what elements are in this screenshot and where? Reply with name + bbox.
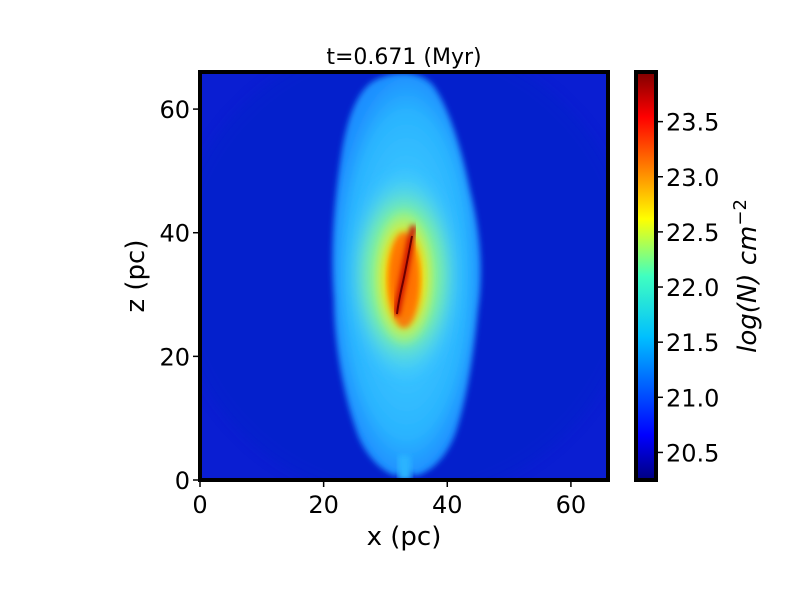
colorbar-tick-label: 20.5: [666, 439, 719, 467]
x-tick-label: 20: [308, 491, 339, 519]
chart-title: t=0.671 (Myr): [326, 45, 481, 70]
colorbar-frame: [634, 70, 658, 482]
colorbar-tick-label: 21.5: [666, 329, 719, 357]
y-tick-label: 40: [159, 220, 190, 248]
colorbar-tick-label: 23.0: [666, 164, 719, 192]
y-tick-label: 0: [175, 467, 190, 495]
colorbar-tick-label: 21.0: [666, 384, 719, 412]
heatmap-image: [200, 72, 608, 480]
y-tick-label: 20: [159, 343, 190, 371]
svg-text:log(N) cm−2: log(N) cm−2: [730, 199, 763, 353]
colorbar-tick-label: 22.5: [666, 219, 719, 247]
colorbar-tick-label: 22.0: [666, 274, 719, 302]
colorbar-tick-label: 23.5: [666, 109, 719, 137]
x-tick-label: 0: [192, 491, 207, 519]
x-tick-label: 40: [432, 491, 463, 519]
plot-frame: [198, 70, 610, 482]
colorbar-axis: 20.5 21.0 21.5 22.0 22.5 23.0 23.5: [656, 109, 719, 467]
colorbar: [636, 72, 656, 480]
x-axis: 0 20 40 60: [192, 480, 586, 519]
cloud-tail: [398, 455, 412, 480]
y-axis: 0 20 40 60: [159, 96, 200, 495]
y-tick-label: 60: [159, 96, 190, 124]
x-tick-label: 60: [556, 491, 587, 519]
x-axis-label: x (pc): [367, 522, 442, 552]
colorbar-label: log(N) cm−2: [730, 199, 763, 353]
y-axis-label: z (pc): [121, 240, 151, 313]
